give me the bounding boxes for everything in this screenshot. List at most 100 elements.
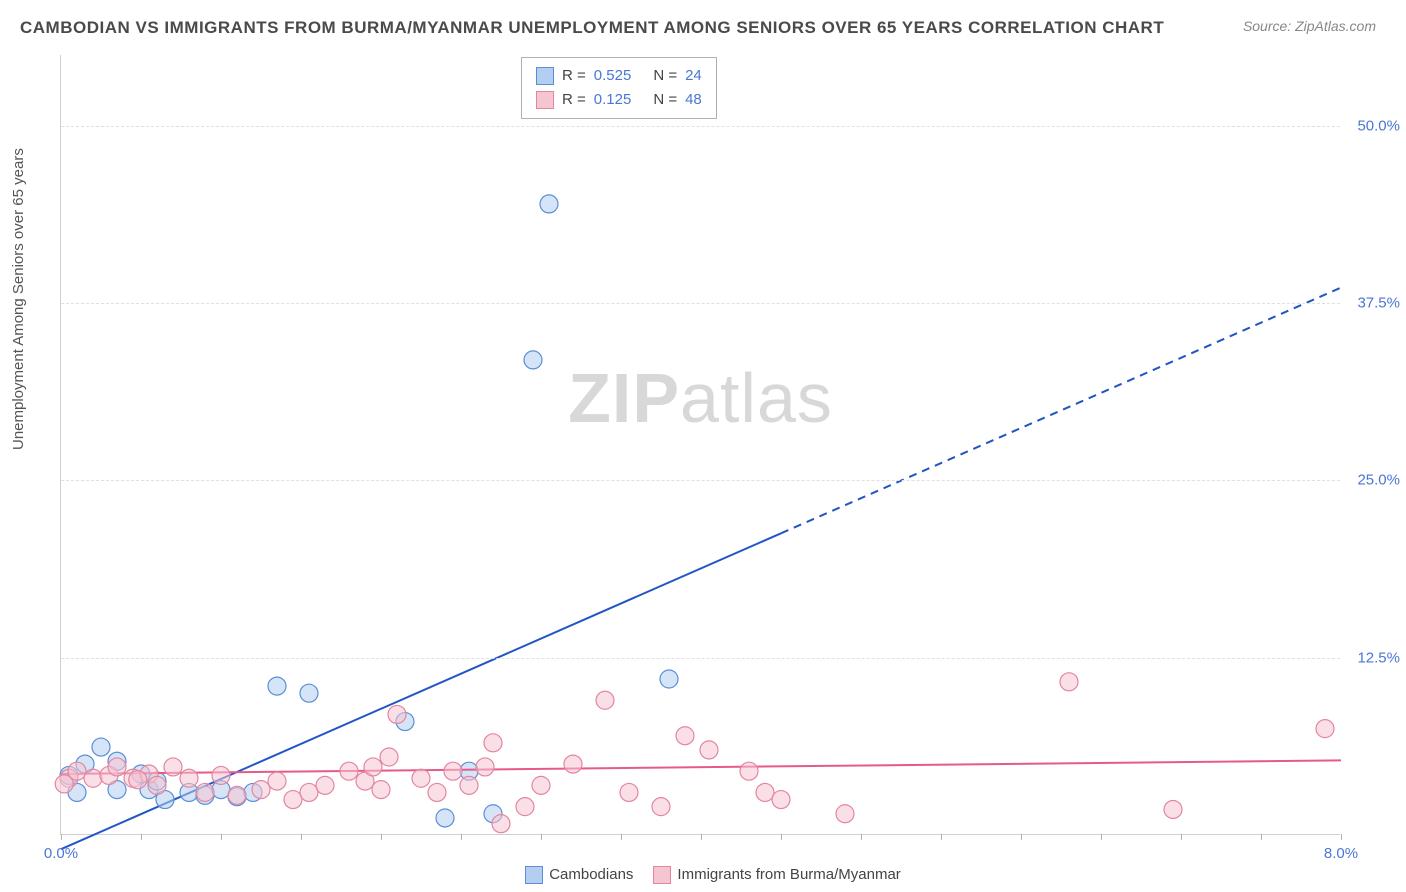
plot-area: ZIPatlas R =0.525N =24R =0.125N =48 12.5… bbox=[60, 55, 1340, 835]
stat-r-label: R = bbox=[562, 88, 586, 112]
stat-r-value: 0.525 bbox=[594, 64, 632, 88]
scatter-point bbox=[300, 783, 318, 801]
x-tick bbox=[221, 834, 222, 840]
stats-row: R = 0.125 N = 48 bbox=[536, 88, 702, 112]
scatter-point bbox=[484, 734, 502, 752]
scatter-point bbox=[564, 755, 582, 773]
stat-n-label: N = bbox=[653, 64, 677, 88]
scatter-point bbox=[388, 705, 406, 723]
gridline bbox=[61, 658, 1340, 659]
stats-row: R = 0.525 N = 24 bbox=[536, 64, 702, 88]
scatter-point bbox=[836, 805, 854, 823]
scatter-point bbox=[300, 684, 318, 702]
scatter-point bbox=[284, 791, 302, 809]
stat-n-label: N = bbox=[653, 88, 677, 112]
stat-r-label: R = bbox=[562, 64, 586, 88]
legend-swatch bbox=[653, 866, 671, 884]
scatter-point bbox=[772, 791, 790, 809]
x-tick bbox=[1101, 834, 1102, 840]
x-tick bbox=[541, 834, 542, 840]
scatter-point bbox=[700, 741, 718, 759]
stat-n-value: 24 bbox=[685, 64, 702, 88]
trend-line-dashed bbox=[781, 288, 1341, 534]
legend-label: Immigrants from Burma/Myanmar bbox=[677, 866, 900, 883]
trend-line bbox=[61, 760, 1341, 774]
x-tick bbox=[461, 834, 462, 840]
x-tick bbox=[781, 834, 782, 840]
scatter-point bbox=[532, 776, 550, 794]
bottom-legend: Cambodians Immigrants from Burma/Myanmar bbox=[0, 866, 1406, 884]
scatter-point bbox=[596, 691, 614, 709]
scatter-point bbox=[524, 351, 542, 369]
legend-swatch bbox=[536, 67, 554, 85]
scatter-point bbox=[1060, 673, 1078, 691]
scatter-point bbox=[268, 772, 286, 790]
scatter-point bbox=[428, 783, 446, 801]
y-tick-label: 50.0% bbox=[1345, 117, 1400, 134]
scatter-point bbox=[1316, 720, 1334, 738]
legend-swatch bbox=[536, 91, 554, 109]
y-axis-label: Unemployment Among Seniors over 65 years bbox=[10, 148, 27, 450]
scatter-point bbox=[756, 783, 774, 801]
x-tick bbox=[1021, 834, 1022, 840]
y-tick-label: 12.5% bbox=[1345, 649, 1400, 666]
scatter-point bbox=[372, 781, 390, 799]
scatter-point bbox=[660, 670, 678, 688]
scatter-point bbox=[436, 809, 454, 827]
scatter-point bbox=[444, 762, 462, 780]
scatter-point bbox=[492, 815, 510, 833]
legend-swatch bbox=[525, 866, 543, 884]
x-tick bbox=[1341, 834, 1342, 840]
scatter-point bbox=[476, 758, 494, 776]
scatter-point bbox=[92, 738, 110, 756]
scatter-point bbox=[228, 786, 246, 804]
scatter-point bbox=[652, 798, 670, 816]
scatter-point bbox=[268, 677, 286, 695]
scatter-point bbox=[364, 758, 382, 776]
x-tick bbox=[621, 834, 622, 840]
scatter-point bbox=[316, 776, 334, 794]
scatter-point bbox=[740, 762, 758, 780]
x-tick bbox=[861, 834, 862, 840]
scatter-point bbox=[340, 762, 358, 780]
x-tick bbox=[1261, 834, 1262, 840]
chart-svg bbox=[61, 55, 1340, 834]
page-title: CAMBODIAN VS IMMIGRANTS FROM BURMA/MYANM… bbox=[20, 18, 1164, 38]
legend-label: Cambodians bbox=[549, 866, 633, 883]
scatter-point bbox=[164, 758, 182, 776]
scatter-point bbox=[180, 769, 198, 787]
x-tick bbox=[941, 834, 942, 840]
scatter-point bbox=[55, 775, 73, 793]
y-tick-label: 37.5% bbox=[1345, 295, 1400, 312]
scatter-point bbox=[1164, 800, 1182, 818]
x-tick bbox=[141, 834, 142, 840]
stat-r-value: 0.125 bbox=[594, 88, 632, 112]
scatter-point bbox=[620, 783, 638, 801]
gridline bbox=[61, 480, 1340, 481]
x-tick bbox=[301, 834, 302, 840]
scatter-point bbox=[196, 783, 214, 801]
y-tick-label: 25.0% bbox=[1345, 472, 1400, 489]
x-tick bbox=[1181, 834, 1182, 840]
scatter-point bbox=[540, 195, 558, 213]
x-tick bbox=[701, 834, 702, 840]
x-tick bbox=[381, 834, 382, 840]
scatter-point bbox=[129, 771, 147, 789]
scatter-point bbox=[212, 766, 230, 784]
scatter-point bbox=[460, 776, 478, 794]
x-tick-label-start: 0.0% bbox=[44, 845, 78, 862]
scatter-point bbox=[516, 798, 534, 816]
scatter-point bbox=[380, 748, 398, 766]
stats-box: R = 0.525 N = 24 R = 0.125 N = 48 bbox=[521, 57, 717, 119]
scatter-point bbox=[676, 727, 694, 745]
x-tick bbox=[61, 834, 62, 840]
gridline bbox=[61, 303, 1340, 304]
scatter-point bbox=[108, 758, 126, 776]
source-label: Source: ZipAtlas.com bbox=[1243, 18, 1376, 34]
scatter-point bbox=[412, 769, 430, 787]
gridline bbox=[61, 126, 1340, 127]
scatter-point bbox=[252, 781, 270, 799]
stat-n-value: 48 bbox=[685, 88, 702, 112]
x-tick-label-end: 8.0% bbox=[1324, 845, 1358, 862]
scatter-point bbox=[84, 769, 102, 787]
